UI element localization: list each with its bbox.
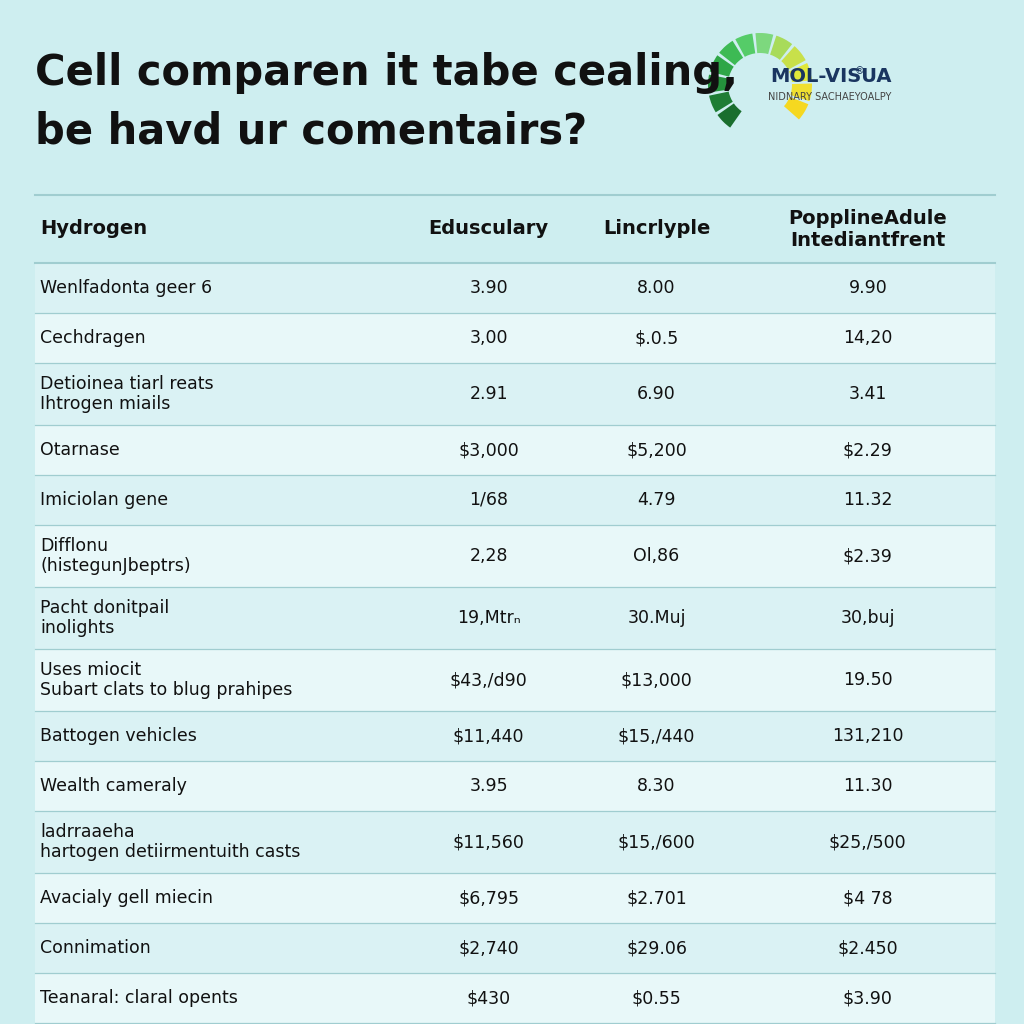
Wedge shape bbox=[708, 75, 729, 92]
Bar bbox=[35, 313, 995, 362]
Text: Ol,86: Ol,86 bbox=[634, 547, 680, 565]
Text: Pacht donitpail
inolights: Pacht donitpail inolights bbox=[40, 599, 169, 637]
Text: $43,/d90: $43,/d90 bbox=[450, 671, 527, 689]
Bar bbox=[35, 425, 995, 475]
Bar bbox=[35, 873, 995, 923]
Text: 19.50: 19.50 bbox=[843, 671, 893, 689]
Text: 30,buj: 30,buj bbox=[841, 609, 895, 627]
Text: Cechdragen: Cechdragen bbox=[40, 329, 145, 347]
Text: $5,200: $5,200 bbox=[627, 441, 687, 459]
Wedge shape bbox=[709, 91, 733, 113]
Text: Hydrogen: Hydrogen bbox=[40, 219, 147, 239]
Bar bbox=[35, 587, 995, 649]
Text: $2.39: $2.39 bbox=[843, 547, 893, 565]
Text: 2.91: 2.91 bbox=[469, 385, 508, 403]
Bar bbox=[35, 761, 995, 811]
Text: 14,20: 14,20 bbox=[843, 329, 893, 347]
Text: Avacialy gell miecin: Avacialy gell miecin bbox=[40, 889, 213, 907]
Text: Edusculary: Edusculary bbox=[428, 219, 549, 239]
Text: 4.79: 4.79 bbox=[637, 490, 676, 509]
Text: 11.32: 11.32 bbox=[843, 490, 893, 509]
Text: $430: $430 bbox=[467, 989, 511, 1007]
Text: 11.30: 11.30 bbox=[843, 777, 893, 795]
Text: 3.41: 3.41 bbox=[849, 385, 887, 403]
Text: Battogen vehicles: Battogen vehicles bbox=[40, 727, 197, 745]
Wedge shape bbox=[756, 33, 773, 54]
Text: $11,440: $11,440 bbox=[453, 727, 524, 745]
Bar bbox=[35, 263, 995, 313]
Text: $11,560: $11,560 bbox=[453, 833, 524, 851]
Text: $3,000: $3,000 bbox=[458, 441, 519, 459]
Text: Imiciolan gene: Imiciolan gene bbox=[40, 490, 168, 509]
Text: be havd ur comentairs?: be havd ur comentairs? bbox=[35, 110, 587, 152]
Text: Lincrlyple: Lincrlyple bbox=[603, 219, 711, 239]
Text: $0.55: $0.55 bbox=[632, 989, 682, 1007]
Text: 30.Muj: 30.Muj bbox=[628, 609, 686, 627]
Text: 8.00: 8.00 bbox=[637, 279, 676, 297]
Wedge shape bbox=[790, 63, 812, 82]
Text: Teanaral: claral opents: Teanaral: claral opents bbox=[40, 989, 238, 1007]
Text: 2,28: 2,28 bbox=[469, 547, 508, 565]
Wedge shape bbox=[781, 46, 806, 70]
Text: 9.90: 9.90 bbox=[849, 279, 887, 297]
Text: MOL-VISUA: MOL-VISUA bbox=[770, 68, 892, 86]
Text: $15,/600: $15,/600 bbox=[617, 833, 695, 851]
Wedge shape bbox=[718, 103, 741, 128]
Bar bbox=[35, 525, 995, 587]
Text: 3.90: 3.90 bbox=[469, 279, 508, 297]
Text: $2,740: $2,740 bbox=[459, 939, 519, 957]
Text: 131,210: 131,210 bbox=[833, 727, 903, 745]
Text: Otarnase: Otarnase bbox=[40, 441, 120, 459]
Text: 3.95: 3.95 bbox=[469, 777, 508, 795]
Wedge shape bbox=[735, 34, 756, 57]
Wedge shape bbox=[791, 84, 812, 101]
Text: 6.90: 6.90 bbox=[637, 385, 676, 403]
Wedge shape bbox=[710, 55, 734, 77]
Text: $.0.5: $.0.5 bbox=[635, 329, 679, 347]
Wedge shape bbox=[770, 36, 793, 59]
Text: $6,795: $6,795 bbox=[458, 889, 519, 907]
Text: $2.701: $2.701 bbox=[627, 889, 687, 907]
Text: 8.30: 8.30 bbox=[637, 777, 676, 795]
Text: $15,/440: $15,/440 bbox=[617, 727, 695, 745]
Bar bbox=[35, 362, 995, 425]
Text: $13,000: $13,000 bbox=[621, 671, 692, 689]
Text: $4 78: $4 78 bbox=[843, 889, 893, 907]
Text: ®: ® bbox=[855, 66, 864, 76]
Text: 1/68: 1/68 bbox=[469, 490, 508, 509]
Bar bbox=[35, 649, 995, 711]
Text: 3,00: 3,00 bbox=[469, 329, 508, 347]
Wedge shape bbox=[784, 97, 808, 120]
Text: $2.450: $2.450 bbox=[838, 939, 898, 957]
Text: Connimation: Connimation bbox=[40, 939, 151, 957]
Text: NIDNARY SACHAEYOALPY: NIDNARY SACHAEYOALPY bbox=[768, 92, 891, 102]
Text: $29.06: $29.06 bbox=[626, 939, 687, 957]
Bar bbox=[35, 811, 995, 873]
Text: ladrraaeha
hartogen detiirmentuith casts: ladrraaeha hartogen detiirmentuith casts bbox=[40, 822, 300, 861]
Bar bbox=[35, 711, 995, 761]
Wedge shape bbox=[719, 41, 743, 66]
Bar bbox=[35, 475, 995, 525]
Bar bbox=[35, 973, 995, 1023]
Text: PopplineAdule
Intediantfrent: PopplineAdule Intediantfrent bbox=[788, 209, 947, 250]
Text: Difflonu
(histegunJbeptrs): Difflonu (histegunJbeptrs) bbox=[40, 537, 190, 575]
Text: Wenlfadonta geer 6: Wenlfadonta geer 6 bbox=[40, 279, 212, 297]
Text: Uses miocit
Subart clats to blug prahipes: Uses miocit Subart clats to blug prahipe… bbox=[40, 660, 293, 699]
Text: $2.29: $2.29 bbox=[843, 441, 893, 459]
Text: Wealth cameraly: Wealth cameraly bbox=[40, 777, 186, 795]
Text: 19,Mtrₙ: 19,Mtrₙ bbox=[457, 609, 520, 627]
Bar bbox=[35, 923, 995, 973]
Text: Cell comparen it tabe cealing,: Cell comparen it tabe cealing, bbox=[35, 52, 738, 94]
Text: Detioinea tiarl reats
Ihtrogen miails: Detioinea tiarl reats Ihtrogen miails bbox=[40, 375, 214, 414]
Text: $3.90: $3.90 bbox=[843, 989, 893, 1007]
Text: $25,/500: $25,/500 bbox=[829, 833, 906, 851]
